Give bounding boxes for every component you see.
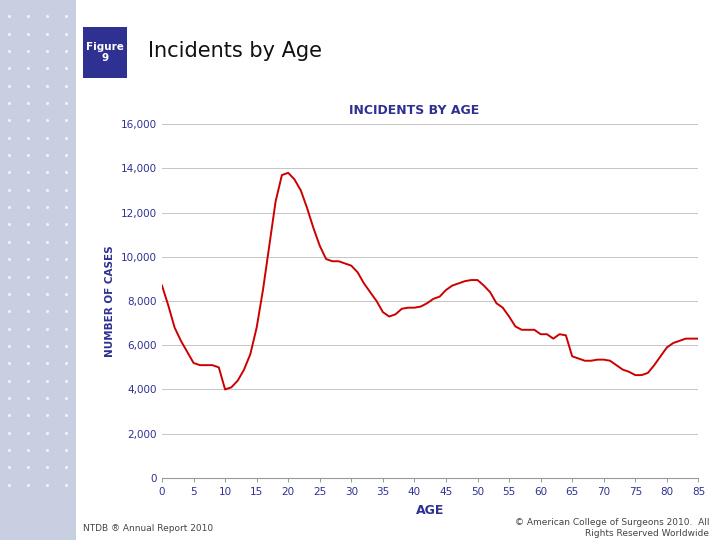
Text: Figure
9: Figure 9 — [86, 42, 124, 63]
X-axis label: AGE: AGE — [416, 504, 444, 517]
Text: © American College of Surgeons 2010.  All
Rights Reserved Worldwide: © American College of Surgeons 2010. All… — [515, 518, 709, 538]
Text: Incidents by Age: Incidents by Age — [148, 41, 322, 62]
Text: INCIDENTS BY AGE: INCIDENTS BY AGE — [349, 104, 479, 117]
Text: NTDB ® Annual Report 2010: NTDB ® Annual Report 2010 — [83, 524, 213, 532]
Y-axis label: NUMBER OF CASES: NUMBER OF CASES — [105, 245, 115, 357]
